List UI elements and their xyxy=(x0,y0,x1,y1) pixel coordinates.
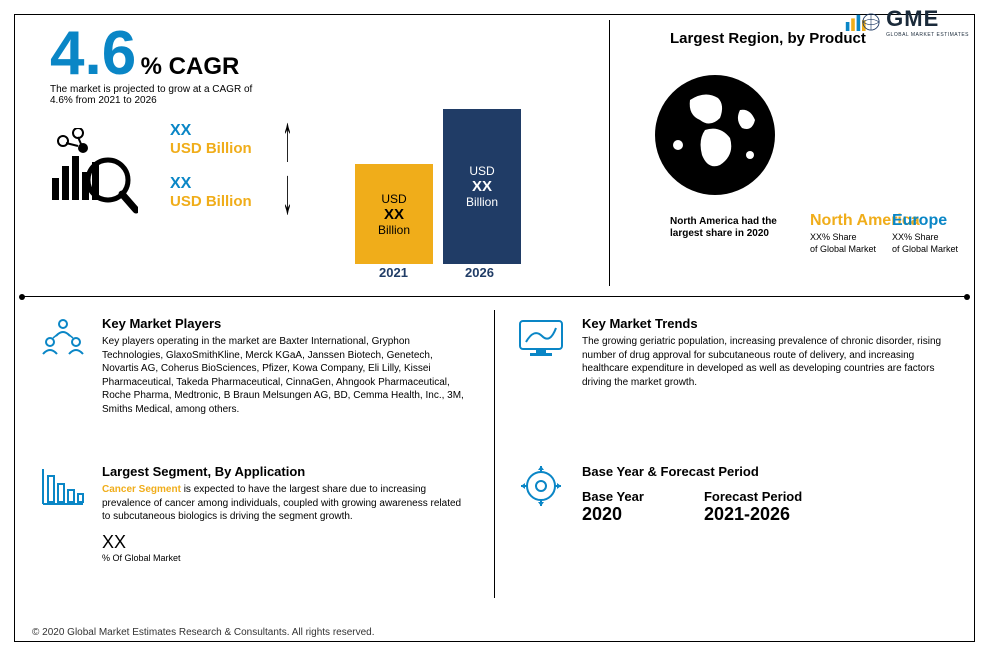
down-unit: USD Billion xyxy=(170,193,270,210)
region-na-share: XX% Share xyxy=(810,232,857,242)
bar-val-1: XX xyxy=(472,178,492,195)
cagr-pct-label: % CAGR xyxy=(141,53,240,80)
cagr-subtitle: The market is projected to grow at a CAG… xyxy=(50,84,252,106)
copyright-text: © 2020 Global Market Estimates Research … xyxy=(32,627,375,638)
players-icon xyxy=(38,316,88,360)
section-forecast: Base Year & Forecast Period Base Year 20… xyxy=(582,464,962,525)
bar-usd-0: USD xyxy=(381,192,406,206)
forecast-icon xyxy=(516,464,566,508)
section-key-players: Key Market Players Key players operating… xyxy=(102,316,472,416)
bar-2026: USD XX Billion xyxy=(443,109,521,264)
forecast-title: Base Year & Forecast Period xyxy=(582,464,962,479)
market-bar-chart: USD XX Billion USD XX Billion xyxy=(355,104,535,264)
base-year-value: 2020 xyxy=(582,504,644,525)
base-year-label: Base Year xyxy=(582,489,644,504)
segment-name: Cancer Segment xyxy=(102,484,181,495)
globe-icon xyxy=(650,70,780,200)
players-title: Key Market Players xyxy=(102,316,472,331)
region-na-sub: of Global Market xyxy=(810,244,876,254)
section-trends: Key Market Trends The growing geriatric … xyxy=(582,316,962,389)
cagr-value: 4.6 xyxy=(50,19,136,88)
bar-year-2021: 2021 xyxy=(379,265,408,280)
region-eu-share: XX% Share xyxy=(892,232,939,242)
section-largest-segment: Largest Segment, By Application Cancer S… xyxy=(102,464,472,563)
bar-val-0: XX xyxy=(384,206,404,223)
bar-unit-0: Billion xyxy=(378,223,410,237)
segment-body: Cancer Segment is expected to have the l… xyxy=(102,483,472,524)
region-eu: Europe xyxy=(892,212,947,230)
bar-usd-1: USD xyxy=(469,164,494,178)
cagr-block: 4.6 % CAGR The market is projected to gr… xyxy=(50,26,252,106)
region-title: Largest Region, by Product xyxy=(670,30,866,47)
down-value: XX xyxy=(170,175,270,193)
up-down-block: XX USD Billion ↑ XX USD Billion ↓ xyxy=(170,122,295,216)
logo-text: GME xyxy=(886,6,939,31)
vertical-divider-bottom xyxy=(494,310,495,598)
analytics-icon xyxy=(48,128,138,218)
vertical-divider-top xyxy=(609,20,610,286)
forecast-period-value: 2021-2026 xyxy=(704,504,802,525)
bar-unit-1: Billion xyxy=(466,195,498,209)
forecast-period-label: Forecast Period xyxy=(704,489,802,504)
bar-year-2026: 2026 xyxy=(465,265,494,280)
trends-body: The growing geriatric population, increa… xyxy=(582,335,962,389)
down-row: XX USD Billion ↓ xyxy=(170,175,295,210)
up-unit: USD Billion xyxy=(170,140,270,157)
segment-icon xyxy=(38,464,88,508)
logo-subtext: GLOBAL MARKET ESTIMATES xyxy=(886,32,969,38)
region-label-2: largest share in 2020 xyxy=(670,228,769,239)
bar-2021: USD XX Billion xyxy=(355,164,433,264)
segment-xx-sub: % Of Global Market xyxy=(102,553,472,563)
up-value: XX xyxy=(170,122,270,140)
arrow-down-icon: ↓ xyxy=(282,155,293,230)
segment-title: Largest Segment, By Application xyxy=(102,464,472,479)
players-body: Key players operating in the market are … xyxy=(102,335,472,416)
up-row: XX USD Billion ↑ xyxy=(170,122,295,157)
horizontal-divider xyxy=(22,296,967,297)
segment-xx: XX xyxy=(102,532,126,552)
region-eu-sub: of Global Market xyxy=(892,244,958,254)
region-label-1: North America had the xyxy=(670,216,777,227)
trends-title: Key Market Trends xyxy=(582,316,962,331)
trends-icon xyxy=(516,316,566,360)
